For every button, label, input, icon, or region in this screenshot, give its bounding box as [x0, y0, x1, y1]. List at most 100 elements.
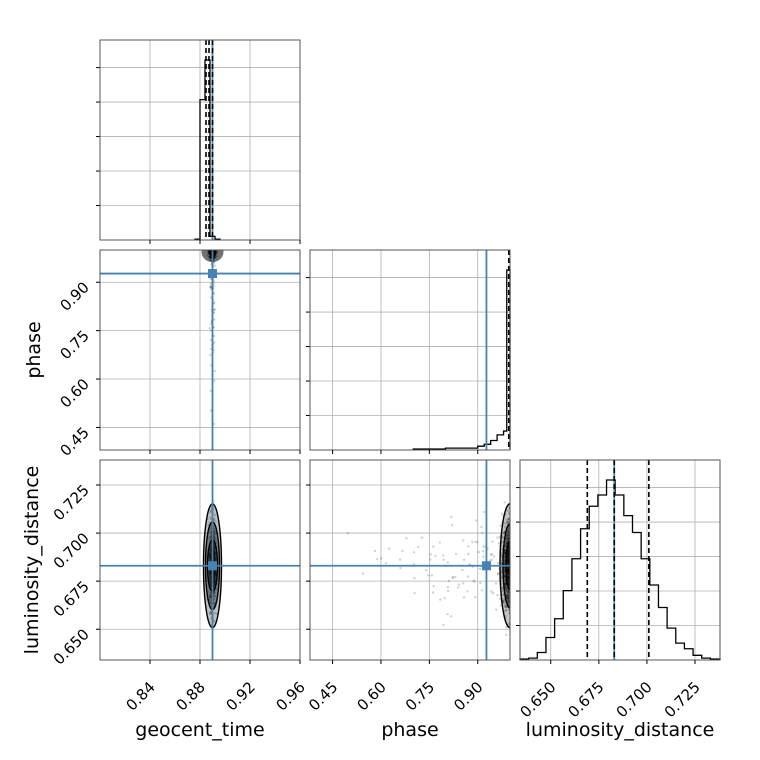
sample-point	[504, 609, 508, 612]
sample-point	[214, 551, 217, 554]
sample-point	[209, 601, 212, 604]
sample-point	[502, 532, 505, 535]
sample-point	[506, 568, 510, 571]
histogram-step	[519, 479, 721, 660]
sample-point	[209, 571, 212, 574]
sample-point	[209, 553, 212, 557]
sample-point	[209, 569, 212, 573]
sample-point	[507, 551, 510, 554]
sample-point	[507, 552, 510, 555]
sample-point	[507, 550, 510, 554]
sample-point	[497, 542, 500, 545]
sample-point	[503, 574, 506, 578]
sample-point	[213, 569, 217, 573]
sample-point	[507, 536, 510, 539]
sample-point	[506, 533, 509, 536]
panel-hist-phase	[306, 249, 511, 454]
sample-point	[507, 570, 510, 574]
sample-point	[507, 554, 510, 557]
sample-point	[507, 520, 510, 524]
sample-point	[507, 559, 510, 562]
sample-point	[431, 591, 435, 594]
x-tick-label-luminosity-distance: 0.700	[613, 678, 656, 721]
sample-point	[215, 612, 218, 615]
sample-point	[399, 566, 402, 570]
sample-point	[373, 549, 377, 553]
sample-point	[506, 566, 509, 569]
sample-point	[467, 545, 470, 548]
sample-point	[505, 521, 509, 525]
sample-point	[213, 318, 216, 321]
sample-point	[500, 570, 503, 573]
sample-point	[507, 517, 510, 521]
sample-point	[507, 567, 510, 571]
sample-point	[507, 550, 510, 553]
sample-point	[505, 542, 508, 545]
y-tick-label-luminosity-distance: 0.700	[50, 529, 93, 572]
sample-point	[209, 570, 212, 574]
sample-point	[446, 561, 449, 564]
sample-point	[209, 509, 212, 512]
sample-point	[483, 510, 486, 514]
sample-point	[214, 520, 217, 523]
sample-point	[456, 586, 460, 589]
sample-point	[454, 552, 458, 556]
sample-point	[209, 536, 212, 539]
sample-point	[207, 590, 210, 593]
sample-point	[495, 608, 498, 611]
sample-point	[213, 301, 216, 304]
sample-point	[474, 540, 477, 544]
sample-point	[506, 554, 510, 557]
sample-point	[507, 594, 510, 597]
sample-point	[209, 549, 212, 553]
sample-point	[208, 554, 211, 557]
sample-point	[500, 576, 503, 579]
sample-point	[507, 581, 510, 584]
sample-point	[482, 545, 485, 548]
sample-point	[505, 543, 508, 547]
sample-point	[499, 524, 502, 527]
sample-point	[413, 577, 416, 580]
sample-point	[506, 559, 510, 563]
sample-point	[507, 562, 510, 565]
sample-point	[506, 534, 509, 537]
sample-point	[507, 550, 510, 553]
sample-point	[507, 568, 510, 571]
sample-point	[213, 583, 216, 586]
sample-point	[213, 536, 216, 539]
sample-point	[208, 611, 212, 614]
sample-point	[507, 583, 510, 586]
sample-point	[506, 570, 509, 573]
sample-point	[462, 582, 465, 585]
sample-point	[208, 578, 211, 581]
y-tick-label-phase: 0.60	[56, 375, 92, 411]
sample-point	[507, 512, 510, 515]
sample-point	[506, 559, 510, 562]
sample-point	[209, 594, 212, 598]
sample-point	[505, 520, 509, 524]
sample-point	[213, 530, 216, 533]
sample-point	[462, 596, 466, 599]
sample-point	[507, 578, 510, 581]
sample-point	[213, 379, 216, 382]
sample-point	[213, 551, 216, 554]
sample-point	[506, 593, 509, 596]
sample-point	[507, 534, 510, 537]
sample-point	[507, 551, 510, 555]
sample-point	[507, 566, 510, 569]
sample-point	[209, 596, 212, 599]
sample-point	[490, 553, 493, 556]
sample-point	[213, 558, 216, 562]
sample-point	[214, 537, 217, 541]
sample-point	[506, 539, 509, 543]
sample-point	[507, 576, 510, 579]
sample-point	[388, 547, 391, 550]
truth-marker	[208, 269, 217, 279]
sample-point	[480, 589, 484, 592]
sample-point	[214, 571, 217, 574]
sample-point	[506, 571, 509, 575]
sample-point	[209, 285, 212, 288]
sample-point	[429, 553, 432, 556]
sample-point	[507, 527, 510, 530]
